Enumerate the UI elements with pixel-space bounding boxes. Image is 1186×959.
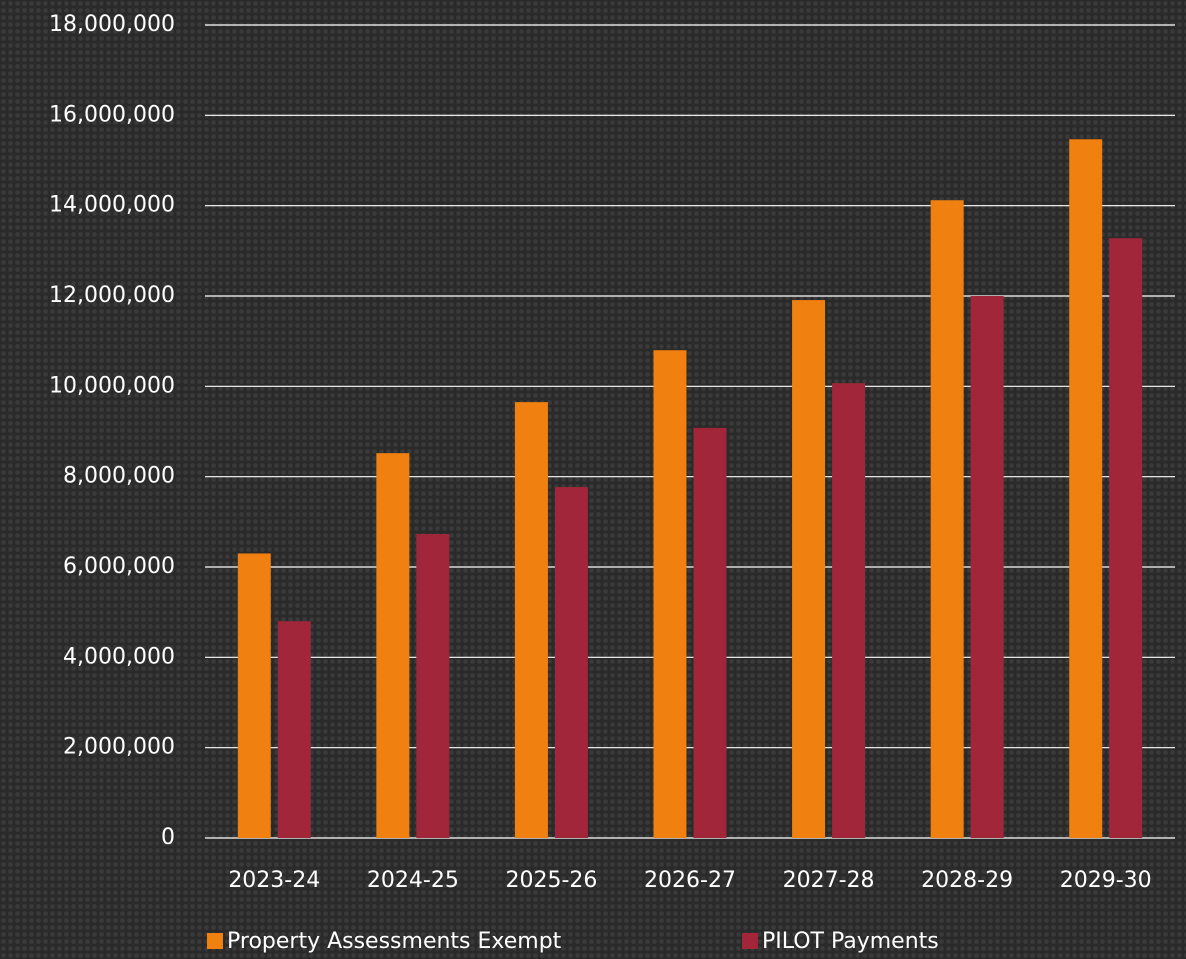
x-tick-label: 2023-24 xyxy=(228,868,320,893)
legend-label: Property Assessments Exempt xyxy=(227,929,562,954)
bar xyxy=(693,427,727,838)
y-tick-label: 18,000,000 xyxy=(49,12,175,37)
x-tick-label: 2026-27 xyxy=(644,868,736,893)
y-tick-label: 16,000,000 xyxy=(49,102,175,127)
y-tick-label: 4,000,000 xyxy=(63,644,175,669)
x-tick-label: 2027-28 xyxy=(783,868,875,893)
y-tick-label: 10,000,000 xyxy=(49,373,175,398)
x-tick-label: 2029-30 xyxy=(1060,868,1152,893)
bar xyxy=(930,200,964,838)
bar xyxy=(1109,238,1143,839)
bar xyxy=(554,487,588,838)
y-tick-label: 0 xyxy=(161,825,175,850)
x-tick-label: 2024-25 xyxy=(367,868,459,893)
y-tick-label: 14,000,000 xyxy=(49,193,175,218)
y-tick-label: 2,000,000 xyxy=(63,735,175,760)
bar xyxy=(277,621,311,838)
bar xyxy=(832,383,866,838)
bar xyxy=(514,402,548,838)
bar xyxy=(376,453,410,838)
bar xyxy=(653,350,687,838)
bar xyxy=(1069,139,1103,838)
bar xyxy=(970,296,1004,838)
x-tick-label: 2025-26 xyxy=(505,868,597,893)
bar xyxy=(416,534,450,838)
legend-swatch xyxy=(207,933,223,949)
legend-swatch xyxy=(742,933,758,949)
bar xyxy=(792,300,826,838)
x-tick-label: 2028-29 xyxy=(921,868,1013,893)
y-tick-label: 12,000,000 xyxy=(49,283,175,308)
bar xyxy=(237,553,271,838)
y-tick-label: 6,000,000 xyxy=(63,554,175,579)
legend-label: PILOT Payments xyxy=(762,929,939,954)
y-tick-label: 8,000,000 xyxy=(63,464,175,489)
